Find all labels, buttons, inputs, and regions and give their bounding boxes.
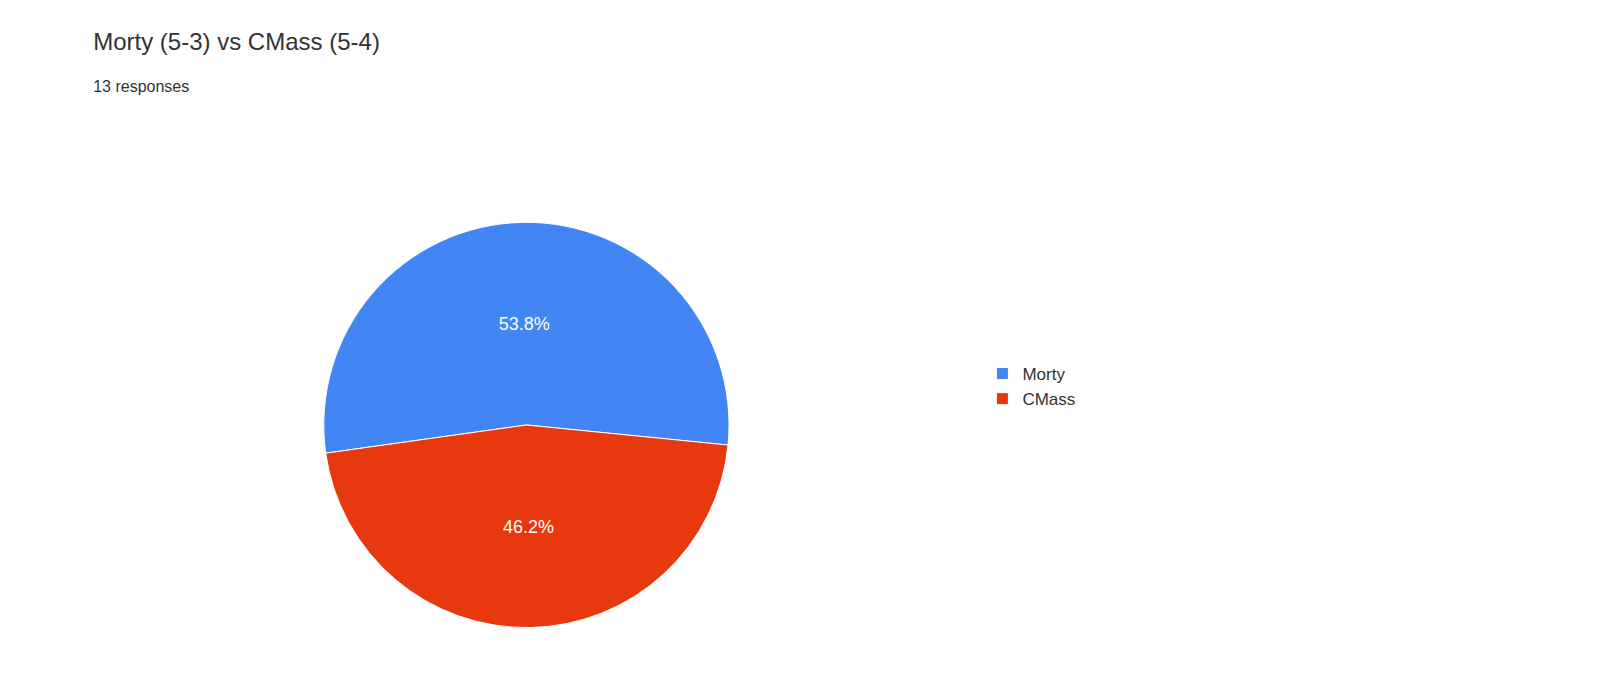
svg-text:Morty (5-3) vs CMass (5-4): Morty (5-3) vs CMass (5-4) [93,28,380,55]
svg-text:13 responses: 13 responses [93,78,189,95]
svg-text:CMass: CMass [1022,390,1075,409]
svg-text:Morty: Morty [1022,365,1065,384]
svg-text:53.8%: 53.8% [499,314,550,334]
svg-text:46.2%: 46.2% [503,517,554,537]
